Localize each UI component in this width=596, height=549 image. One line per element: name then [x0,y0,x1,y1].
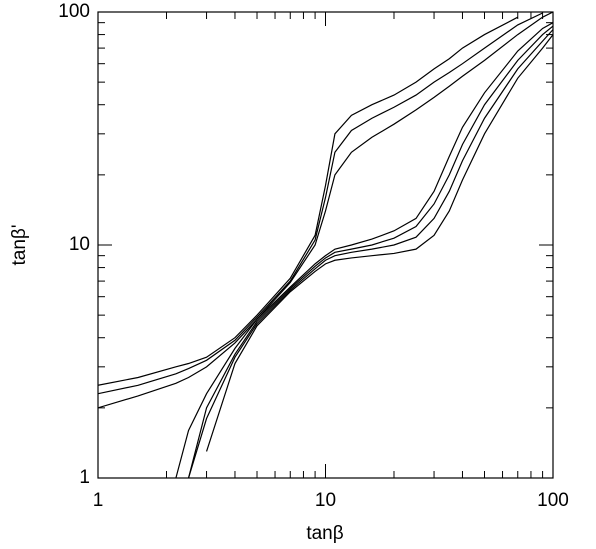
curve [187,29,553,478]
x-tick-label: 100 [537,490,569,511]
y-axis-label: tanβ' [9,225,30,266]
x-tick-label: 10 [315,490,336,511]
x-tick-label: 1 [93,490,104,511]
curve [187,25,553,478]
curve [98,16,519,386]
y-tick-label: 10 [69,234,90,255]
plot-frame [97,11,554,479]
y-tick-label: 1 [79,467,90,488]
curve [175,22,553,478]
curve [205,34,553,452]
curve [98,12,543,395]
x-axis-label: tanβ [306,523,343,544]
curve [98,12,553,409]
y-tick-label: 100 [58,1,90,22]
